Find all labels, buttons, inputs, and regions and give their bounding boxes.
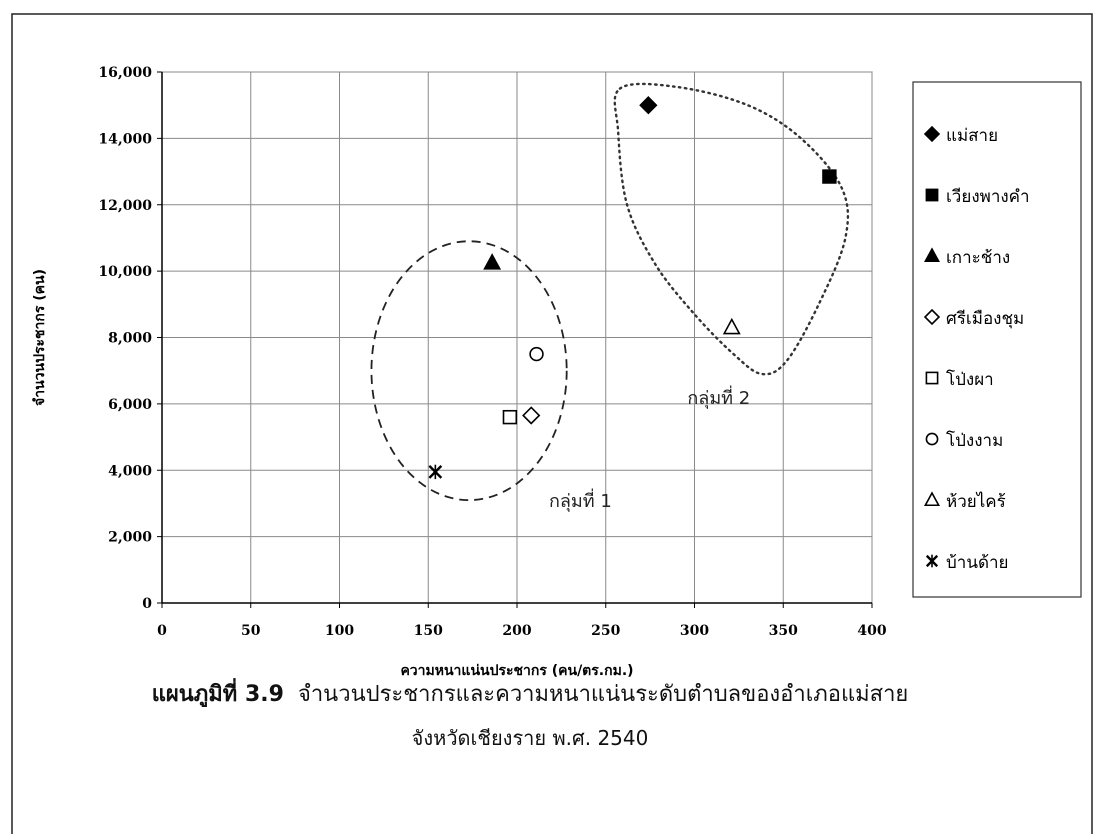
group-1-label: กลุ่มที่ 1 bbox=[549, 488, 612, 512]
x-tick-label: 250 bbox=[591, 623, 620, 639]
y-tick-label: 8,000 bbox=[108, 331, 152, 347]
legend-marker bbox=[925, 432, 939, 446]
y-tick-label: 2,000 bbox=[108, 530, 152, 546]
data-point bbox=[529, 346, 544, 362]
data-point bbox=[428, 464, 443, 480]
y-tick-label: 14,000 bbox=[98, 131, 152, 147]
scatter-plot: 0 50 100 150 200 250 300 350 400 0 2,000 4,000 6,000… bbox=[32, 65, 887, 679]
legend-marker bbox=[923, 308, 941, 326]
y-axis-label: จำนวนประชากร (คน) bbox=[32, 269, 48, 406]
data-point bbox=[483, 253, 502, 270]
legend-entry: ศรีเมืองชุม bbox=[946, 309, 1024, 329]
legend-marker bbox=[925, 554, 939, 568]
data-point bbox=[522, 406, 541, 425]
legend-marker bbox=[925, 188, 939, 202]
legend-marker bbox=[925, 371, 939, 385]
data-point bbox=[822, 169, 837, 184]
x-tick-label: 50 bbox=[241, 623, 261, 639]
legend-marker bbox=[923, 125, 941, 143]
y-tick-label: 4,000 bbox=[108, 463, 152, 479]
figure-caption-line2: จังหวัดเชียงราย พ.ศ. 2540 bbox=[411, 726, 649, 750]
legend-entry: บ้านด้าย bbox=[946, 553, 1009, 573]
legend-entry: โป่งผา bbox=[946, 369, 994, 390]
y-tick-label: 10,000 bbox=[98, 264, 152, 280]
x-tick-label: 300 bbox=[680, 623, 709, 639]
figure-caption-line1: แผนภูมิที่ 3.9 จำนวนประชากรและความหนาแน่… bbox=[0, 676, 1060, 711]
legend-box bbox=[912, 81, 1082, 598]
x-tick-label: 0 bbox=[157, 623, 167, 639]
x-tick-label: 100 bbox=[325, 623, 354, 639]
x-axis-label: ความหนาแน่นประชากร (คน/ตร.กม.) bbox=[400, 663, 633, 679]
x-tick-label: 150 bbox=[414, 623, 443, 639]
y-tick-label: 0 bbox=[142, 596, 152, 612]
group-1-boundary bbox=[370, 240, 568, 502]
data-point bbox=[722, 317, 741, 335]
legend-entry: เวียงพางคำ bbox=[946, 187, 1030, 207]
legend: แม่สายเวียงพางคำเกาะช้างศรีเมืองชุมโป่งผ… bbox=[912, 81, 1082, 598]
figure-caption-label: แผนภูมิที่ 3.9 bbox=[151, 682, 284, 707]
legend-marker bbox=[924, 247, 940, 263]
y-tick-label: 6,000 bbox=[108, 397, 152, 413]
y-tick-label: 16,000 bbox=[98, 65, 152, 81]
x-tick-label: 350 bbox=[769, 623, 798, 639]
data-point bbox=[639, 96, 658, 115]
group-2-boundary bbox=[613, 82, 850, 376]
legend-entry: ห้วยไคร้ bbox=[946, 491, 1006, 512]
group-2-label: กลุ่มที่ 2 bbox=[687, 385, 750, 409]
y-tick-label: 12,000 bbox=[98, 198, 152, 214]
legend-entry: แม่สาย bbox=[946, 126, 998, 146]
legend-marker bbox=[924, 491, 940, 507]
data-point bbox=[502, 409, 518, 425]
legend-entry: โป่งงาม bbox=[946, 430, 1003, 451]
legend-entry: เกาะช้าง bbox=[946, 248, 1010, 268]
x-tick-label: 200 bbox=[502, 623, 531, 639]
figure-caption-title: จำนวนประชากรและความหนาแน่นระดับตำบลของอำ… bbox=[297, 682, 909, 707]
figure-border bbox=[11, 13, 1093, 834]
x-tick-label: 400 bbox=[857, 623, 886, 639]
